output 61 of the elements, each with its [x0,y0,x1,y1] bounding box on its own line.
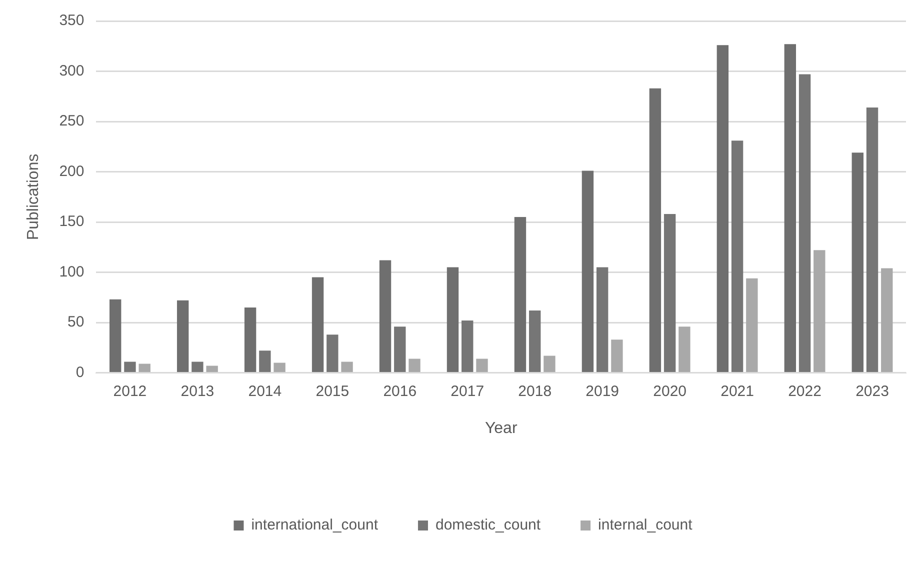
y-tick-label: 150 [59,213,84,230]
bar [408,358,420,372]
bar [259,350,271,372]
bar [326,334,338,372]
x-tick-label: 2021 [720,382,754,400]
x-tick-label: 2013 [180,382,214,400]
bar [514,217,526,372]
bar [784,44,796,372]
legend-label: international_count [251,516,379,534]
bar [611,340,623,372]
y-tick-label: 300 [59,62,84,80]
bar [176,300,189,372]
y-tick-label: 250 [59,112,84,130]
y-tick-label: 200 [59,162,84,180]
bar [529,310,541,372]
x-tick-label: 2016 [383,382,417,400]
bar [716,45,729,372]
bar [206,366,218,372]
bar [379,260,392,372]
bar [110,299,122,372]
bar [462,320,474,372]
x-tick-label: 2018 [518,382,552,400]
bar [341,362,353,372]
bar [544,356,556,372]
bar [881,268,893,372]
bar [446,267,459,372]
bar [852,152,864,372]
x-tick-label: 2023 [856,382,889,400]
bar [746,278,758,372]
bar [731,140,744,372]
x-tick-label: 2020 [653,382,687,400]
y-tick-label: 0 [76,364,84,381]
bar [312,277,324,372]
bar [664,214,676,372]
x-tick-label: 2014 [248,382,282,400]
bar [678,326,690,372]
y-tick-label: 100 [59,263,84,280]
bar [596,267,608,372]
x-tick-label: 2022 [788,382,822,400]
bar [476,358,488,372]
y-axis-title: Publications [25,154,42,240]
bar [866,107,878,372]
bar [582,170,594,372]
bar [649,88,662,372]
x-tick-label: 2017 [450,382,484,400]
bar [798,74,811,372]
y-tick-label: 50 [68,314,84,331]
x-tick-label: 2012 [113,382,147,400]
x-tick-label: 2019 [586,382,620,400]
bar [244,307,256,372]
x-axis-title: Year [484,420,518,437]
y-tick-label: 350 [59,12,84,30]
bar [814,250,826,372]
legend-label: internal_count [598,516,694,534]
bar [124,362,136,372]
bar [274,362,286,372]
legend-label: domestic_count [435,516,542,534]
bar [394,326,406,372]
x-tick-label: 2015 [316,382,350,400]
bar [138,364,150,372]
bar [192,362,204,372]
